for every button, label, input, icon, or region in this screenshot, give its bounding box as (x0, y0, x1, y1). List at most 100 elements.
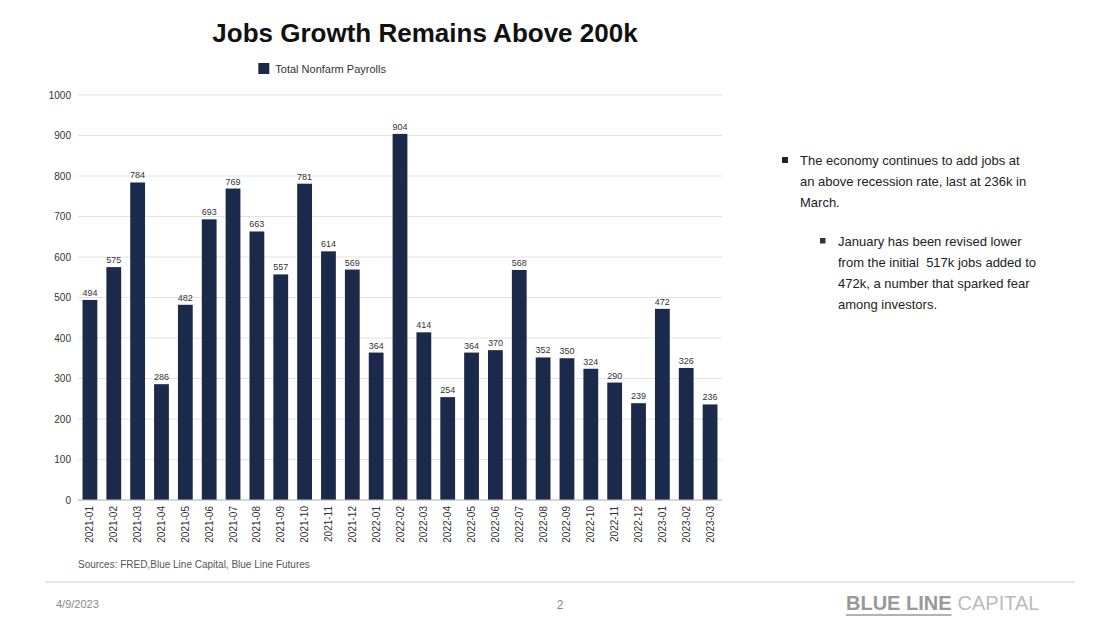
bar (488, 350, 503, 500)
bar (416, 332, 431, 500)
source-text: Sources: FRED,Blue Line Capital, Blue Li… (78, 559, 310, 570)
y-tick-label: 600 (54, 252, 71, 263)
grid-line (78, 95, 722, 96)
x-tick-label: 2022-08 (538, 506, 549, 543)
x-tick-label: 2022-09 (561, 506, 572, 543)
bar (560, 358, 575, 500)
data-label: 472 (655, 297, 670, 307)
brand-regular: CAPITAL (958, 592, 1040, 614)
x-axis-line (78, 500, 722, 501)
bullet-text: an above recession rate, last at 236k in (800, 174, 1026, 189)
data-label: 904 (392, 122, 407, 132)
data-label: 236 (703, 392, 718, 402)
data-label: 769 (226, 177, 241, 187)
bar (703, 404, 718, 500)
y-tick-label: 700 (54, 211, 71, 222)
y-tick-label: 100 (54, 454, 71, 465)
legend-label: Total Nonfarm Payrolls (275, 63, 386, 75)
bar (202, 219, 217, 500)
data-label: 364 (369, 341, 384, 351)
x-tick-label: 2021-04 (156, 506, 167, 543)
bar (679, 368, 694, 500)
bar (440, 397, 455, 500)
y-tick-label: 400 (54, 333, 71, 344)
data-label: 370 (488, 338, 503, 348)
data-label: 693 (202, 207, 217, 217)
data-label: 352 (536, 345, 551, 355)
brand-underline (846, 614, 952, 616)
x-tick-label: 2021-02 (108, 506, 119, 543)
data-label: 575 (106, 255, 121, 265)
x-tick-label: 2022-07 (514, 506, 525, 543)
data-label: 784 (130, 170, 145, 180)
x-tick-label: 2022-02 (395, 506, 406, 543)
data-label: 290 (607, 371, 622, 381)
background (0, 0, 1120, 630)
data-label: 482 (178, 293, 193, 303)
y-tick-label: 800 (54, 171, 71, 182)
y-tick-label: 900 (54, 130, 71, 141)
footer-separator (45, 582, 1075, 583)
x-tick-label: 2021-05 (180, 506, 191, 543)
bar (154, 384, 169, 500)
x-tick-label: 2022-12 (633, 506, 644, 543)
data-label: 781 (297, 172, 312, 182)
bar (583, 369, 598, 500)
y-tick-label: 200 (54, 414, 71, 425)
bar (393, 134, 408, 500)
x-tick-label: 2021-09 (275, 506, 286, 543)
bar (631, 403, 646, 500)
data-label: 568 (512, 258, 527, 268)
x-tick-label: 2022-01 (371, 506, 382, 543)
bar (83, 300, 98, 500)
x-tick-label: 2022-04 (442, 506, 453, 543)
x-tick-label: 2023-02 (681, 506, 692, 543)
bar (178, 305, 193, 500)
bullet-text: among investors. (838, 297, 937, 312)
bar (536, 357, 551, 500)
bullet-text: March. (800, 195, 840, 210)
bullet (782, 157, 788, 163)
bar (297, 184, 312, 500)
x-tick-label: 2021-07 (228, 506, 239, 543)
data-label: 494 (82, 288, 97, 298)
data-label: 350 (559, 346, 574, 356)
data-label: 663 (249, 219, 264, 229)
data-label: 239 (631, 391, 646, 401)
bullet-text: January has been revised lower (838, 234, 1022, 249)
data-label: 364 (464, 341, 479, 351)
bullet-text: 472k, a number that sparked fear (838, 276, 1030, 291)
x-tick-label: 2023-03 (705, 506, 716, 543)
bar (130, 182, 145, 500)
x-tick-label: 2022-10 (585, 506, 596, 543)
grid-line (78, 500, 722, 501)
y-tick-label: 0 (65, 495, 71, 506)
y-tick-label: 500 (54, 292, 71, 303)
data-label: 254 (440, 385, 455, 395)
bar (249, 231, 264, 500)
page-number: 2 (557, 598, 564, 612)
x-tick-label: 2021-08 (251, 506, 262, 543)
y-tick-label: 300 (54, 373, 71, 384)
data-label: 557 (273, 262, 288, 272)
x-tick-label: 2021-11 (323, 506, 334, 542)
data-label: 614 (321, 239, 336, 249)
bar (464, 353, 479, 500)
bar (321, 251, 336, 500)
x-tick-label: 2022-11 (609, 506, 620, 542)
bar (369, 353, 384, 500)
data-label: 326 (679, 356, 694, 366)
x-tick-label: 2022-06 (490, 506, 501, 543)
data-label: 324 (583, 357, 598, 367)
bar (607, 383, 622, 500)
data-label: 414 (416, 320, 431, 330)
bar (512, 270, 527, 500)
data-label: 569 (345, 258, 360, 268)
x-tick-label: 2021-01 (84, 506, 95, 543)
bar (345, 270, 360, 500)
bar (106, 267, 121, 500)
bullet-text: from the initial 517k jobs added to (838, 255, 1036, 270)
x-tick-label: 2021-12 (347, 506, 358, 543)
date-text: 4/9/2023 (56, 598, 99, 610)
y-tick-label: 1000 (49, 90, 72, 101)
